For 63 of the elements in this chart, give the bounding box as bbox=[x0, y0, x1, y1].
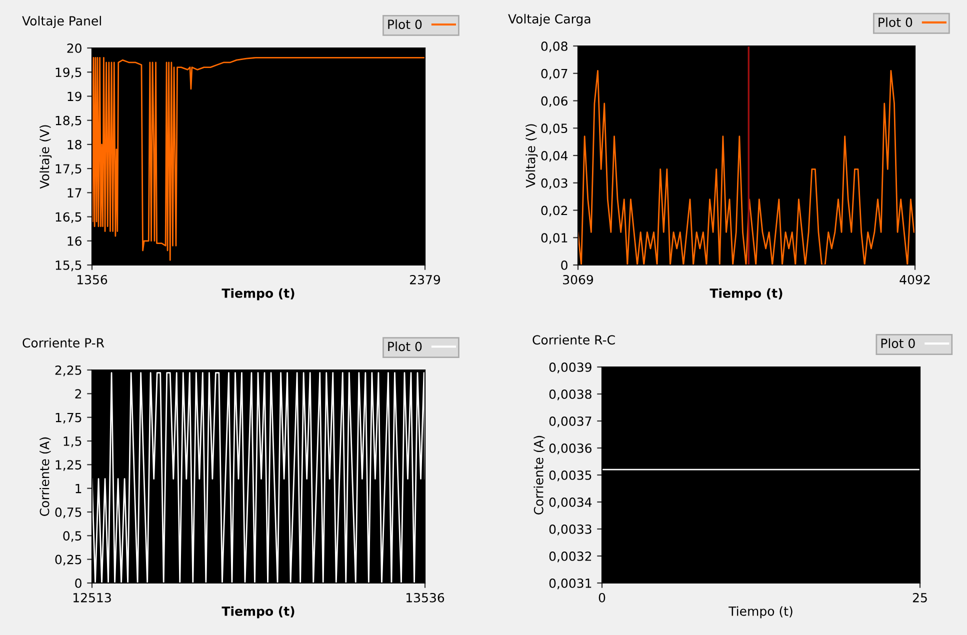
y-tick-label: 16 bbox=[68, 236, 82, 246]
x-tick-label: 2379 bbox=[410, 274, 440, 284]
y-tick-label: 0,25 bbox=[55, 554, 82, 566]
line-series bbox=[92, 56, 425, 261]
x-tick-label: 0 bbox=[598, 592, 606, 602]
y-tick-label: 0,0038 bbox=[549, 389, 592, 400]
chart-title: Voltaje Carga bbox=[508, 14, 590, 26]
y-tick-label: 16,5 bbox=[56, 212, 82, 223]
x-axis-title: Tiempo (t) bbox=[728, 606, 792, 618]
y-tick-label: 19,5 bbox=[56, 68, 82, 78]
x-tick-label: 25 bbox=[912, 592, 927, 602]
y-tick-label: 0,0032 bbox=[549, 551, 592, 562]
y-tick-label: 0,01 bbox=[541, 233, 568, 244]
y-tick-label: 0 bbox=[561, 260, 568, 270]
y-tick-label: 0,08 bbox=[541, 41, 568, 52]
y-axis-title: Voltaje (V) bbox=[40, 125, 52, 189]
y-tick-label: 0,0036 bbox=[549, 443, 592, 454]
y-tick-label: 2,25 bbox=[55, 365, 82, 376]
y-tick-label: 0,75 bbox=[55, 507, 82, 518]
chart-title: Voltaje Panel bbox=[22, 16, 101, 28]
y-tick-label: 2 bbox=[75, 389, 82, 398]
y-tick-label: 17,5 bbox=[56, 164, 82, 175]
y-tick-label: 0,03 bbox=[541, 178, 568, 190]
x-tick-label: 13536 bbox=[406, 592, 444, 602]
x-axis-title: Tiempo (t) bbox=[222, 288, 294, 300]
legend-label: Plot 0 bbox=[388, 342, 422, 352]
y-axis-title: Corriente (A) bbox=[40, 437, 51, 516]
y-axis-title: Corriente (A) bbox=[534, 436, 545, 514]
legend-label: Plot 0 bbox=[878, 17, 912, 28]
y-tick-label: 0,04 bbox=[541, 150, 568, 162]
legend-label: Plot 0 bbox=[388, 19, 422, 30]
y-tick-label: 0,02 bbox=[541, 206, 568, 216]
y-tick-label: 0,07 bbox=[541, 68, 568, 80]
y-tick-label: 1,25 bbox=[56, 460, 82, 471]
y-tick-label: 17 bbox=[68, 188, 82, 198]
y-tick-label: 15,5 bbox=[56, 260, 82, 272]
y-tick-label: 20 bbox=[67, 43, 82, 53]
legend-label: Plot 0 bbox=[881, 338, 915, 348]
y-tick-label: 1 bbox=[76, 484, 82, 494]
x-axis-title: Tiempo (t) bbox=[222, 606, 294, 618]
y-tick-label: 1,5 bbox=[64, 436, 82, 448]
x-tick-label: 3069 bbox=[563, 274, 594, 284]
y-tick-label: 0,0034 bbox=[549, 497, 592, 508]
y-tick-label: 1,75 bbox=[56, 412, 82, 424]
x-tick-label: 1356 bbox=[77, 274, 108, 284]
y-tick-label: 0,05 bbox=[541, 124, 568, 134]
x-tick-label: 12513 bbox=[73, 592, 111, 602]
y-tick-label: 0,0035 bbox=[549, 470, 592, 482]
y-tick-label: 0,0037 bbox=[549, 416, 592, 428]
y-axis-title: Voltaje (V) bbox=[526, 124, 538, 188]
chart-title: Corriente P-R bbox=[22, 338, 104, 348]
y-tick-label: 18 bbox=[68, 140, 82, 150]
x-tick-label: 4092 bbox=[900, 274, 930, 284]
x-axis-title: Tiempo (t) bbox=[710, 288, 782, 300]
chart-title: Corriente R-C bbox=[532, 334, 615, 345]
y-tick-label: 0,0031 bbox=[549, 578, 592, 590]
y-tick-label: 0 bbox=[75, 578, 82, 588]
y-tick-label: 18,5 bbox=[56, 116, 82, 127]
y-tick-label: 0,0033 bbox=[549, 524, 592, 536]
y-tick-label: 19 bbox=[68, 92, 82, 102]
y-tick-label: 0,0039 bbox=[549, 362, 592, 374]
y-tick-label: 0,5 bbox=[63, 531, 82, 542]
y-tick-label: 0,06 bbox=[541, 96, 568, 107]
